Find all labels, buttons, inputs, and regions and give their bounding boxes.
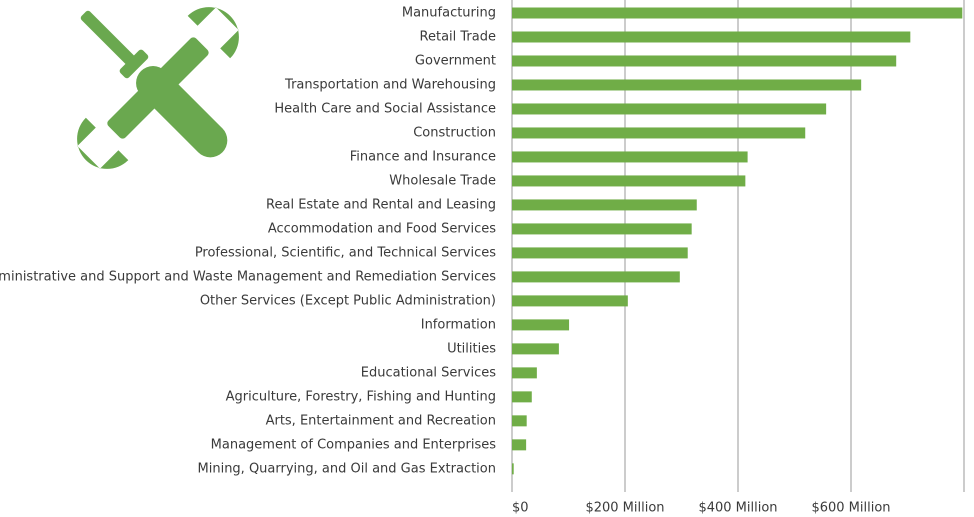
x-tick-label: $200 Million	[585, 501, 664, 516]
category-label: Utilities	[447, 341, 496, 356]
bar	[512, 463, 514, 475]
bar	[512, 319, 570, 331]
category-label: Retail Trade	[420, 29, 496, 44]
category-label: Transportation and Warehousing	[284, 77, 496, 92]
category-label: Other Services (Except Public Administra…	[200, 293, 496, 308]
bar	[512, 247, 688, 259]
bar	[512, 367, 537, 379]
x-tick-label: $0	[512, 501, 529, 516]
bar	[512, 127, 806, 139]
bar	[512, 7, 963, 19]
category-label: Health Care and Social Assistance	[274, 101, 496, 116]
bar	[512, 79, 862, 91]
category-label: Wholesale Trade	[389, 173, 496, 188]
bar	[512, 103, 827, 115]
category-label: Finance and Insurance	[350, 149, 496, 164]
category-label: Accommodation and Food Services	[268, 221, 496, 236]
bar	[512, 175, 746, 187]
x-tick-label: $600 Million	[811, 501, 890, 516]
category-label: Government	[415, 53, 496, 68]
category-label: Professional, Scientific, and Technical …	[195, 245, 496, 260]
category-label: Administrative and Support and Waste Man…	[0, 269, 496, 284]
bar	[512, 439, 527, 451]
category-label: Arts, Entertainment and Recreation	[266, 413, 496, 428]
bar	[512, 415, 527, 427]
category-label: Management of Companies and Enterprises	[211, 437, 497, 452]
bar	[512, 31, 911, 43]
bar	[512, 295, 628, 307]
bar	[512, 55, 897, 67]
category-label: Agriculture, Forestry, Fishing and Hunti…	[226, 389, 496, 404]
bar	[512, 223, 692, 235]
category-label: Mining, Quarrying, and Oil and Gas Extra…	[198, 461, 496, 476]
category-label: Real Estate and Rental and Leasing	[266, 197, 496, 212]
bar	[512, 391, 532, 403]
bar	[512, 343, 559, 355]
category-label: Manufacturing	[402, 6, 496, 21]
category-label: Educational Services	[361, 365, 496, 380]
x-tick-label: $400 Million	[698, 501, 777, 516]
bar	[512, 271, 680, 283]
bar	[512, 199, 697, 211]
bar	[512, 151, 748, 163]
category-label: Information	[421, 317, 496, 332]
tools-icon	[77, 7, 239, 169]
category-label: Construction	[413, 125, 496, 140]
